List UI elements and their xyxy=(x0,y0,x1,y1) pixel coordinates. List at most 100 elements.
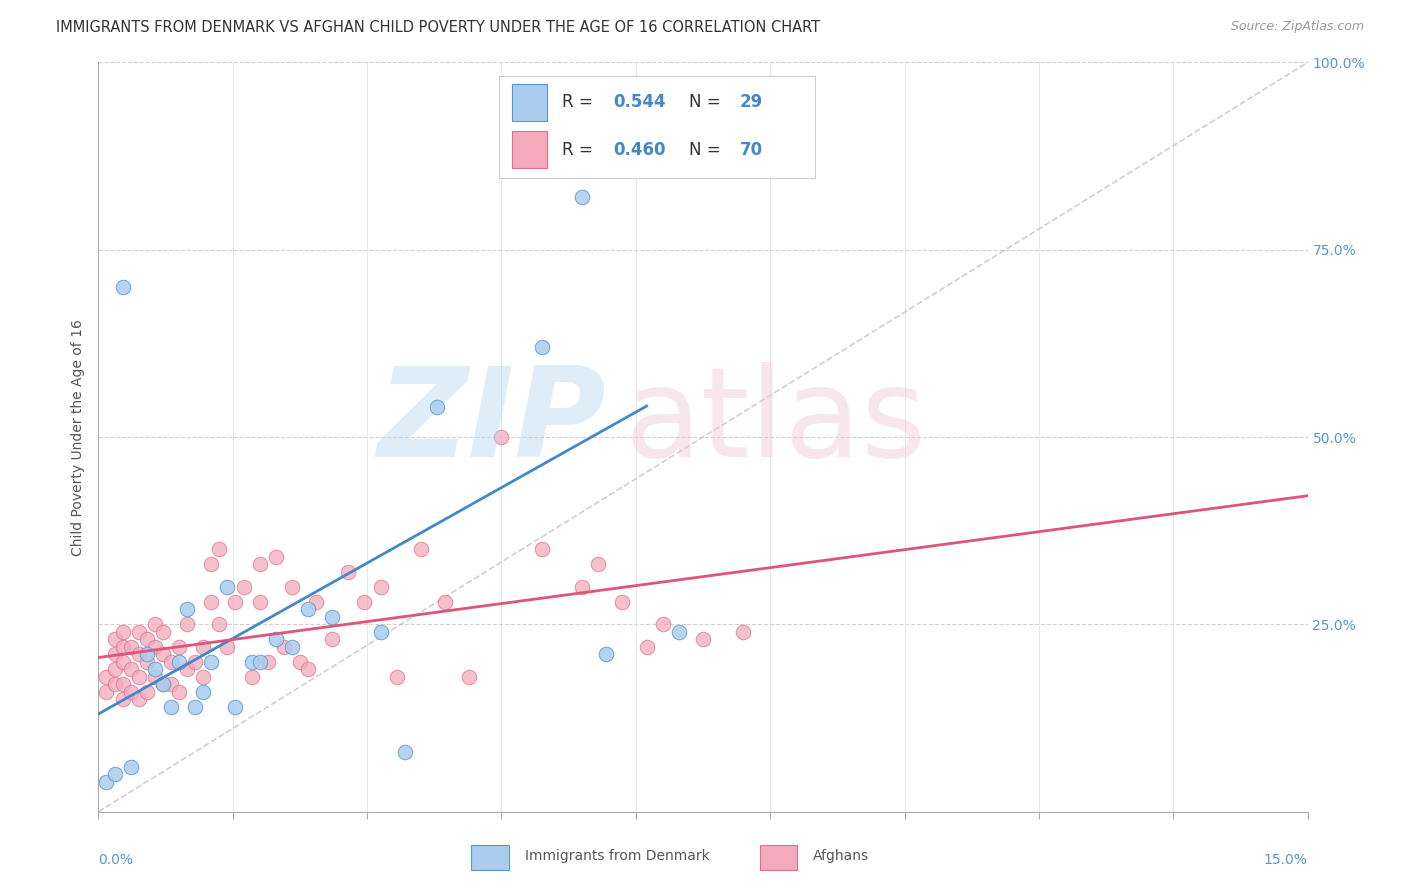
Text: IMMIGRANTS FROM DENMARK VS AFGHAN CHILD POVERTY UNDER THE AGE OF 16 CORRELATION : IMMIGRANTS FROM DENMARK VS AFGHAN CHILD … xyxy=(56,20,820,35)
Text: Afghans: Afghans xyxy=(813,849,869,863)
Point xyxy=(167,640,190,654)
Point xyxy=(143,662,166,676)
Text: N =: N = xyxy=(689,141,725,159)
Point xyxy=(96,670,118,684)
Point xyxy=(297,602,319,616)
Point xyxy=(135,648,157,662)
Point xyxy=(200,655,222,669)
Point xyxy=(143,617,166,632)
Point xyxy=(321,610,343,624)
Point xyxy=(281,580,304,594)
Point xyxy=(208,617,231,632)
Point xyxy=(240,655,263,669)
Point xyxy=(217,640,239,654)
FancyBboxPatch shape xyxy=(512,131,547,168)
Text: R =: R = xyxy=(562,141,599,159)
Point xyxy=(733,624,755,639)
Point xyxy=(167,685,190,699)
Point xyxy=(305,595,328,609)
Point xyxy=(409,542,432,557)
Point xyxy=(152,677,174,691)
Point xyxy=(143,670,166,684)
Text: 29: 29 xyxy=(740,94,763,112)
Point xyxy=(426,400,449,414)
Point xyxy=(120,760,142,774)
Point xyxy=(337,565,360,579)
Point xyxy=(160,677,183,691)
Point xyxy=(297,662,319,676)
Text: 0.544: 0.544 xyxy=(613,94,665,112)
Text: R =: R = xyxy=(562,94,599,112)
Point xyxy=(176,602,198,616)
Point xyxy=(256,655,278,669)
Y-axis label: Child Poverty Under the Age of 16: Child Poverty Under the Age of 16 xyxy=(72,318,86,556)
Text: N =: N = xyxy=(689,94,725,112)
Point xyxy=(184,655,207,669)
Point xyxy=(264,549,287,564)
Point xyxy=(273,640,295,654)
Point xyxy=(111,692,134,706)
Point xyxy=(103,632,125,647)
Point xyxy=(103,662,125,676)
Point xyxy=(668,624,690,639)
Point xyxy=(111,624,134,639)
Point xyxy=(208,542,231,557)
Point xyxy=(160,655,183,669)
Point xyxy=(571,580,593,594)
Point xyxy=(200,558,222,572)
Point xyxy=(152,648,174,662)
FancyBboxPatch shape xyxy=(759,846,797,870)
Point xyxy=(120,662,142,676)
Point xyxy=(167,655,190,669)
Point xyxy=(111,640,134,654)
Point xyxy=(264,632,287,647)
Point xyxy=(128,624,150,639)
Point xyxy=(176,662,198,676)
Point xyxy=(530,340,553,354)
Point xyxy=(152,624,174,639)
Point xyxy=(586,558,609,572)
Point xyxy=(193,685,215,699)
Text: 70: 70 xyxy=(740,141,762,159)
Point xyxy=(571,190,593,204)
Point xyxy=(224,595,246,609)
Point xyxy=(434,595,457,609)
Point xyxy=(160,699,183,714)
Point xyxy=(385,670,408,684)
Point xyxy=(394,745,416,759)
Point xyxy=(193,640,215,654)
Point xyxy=(184,699,207,714)
Point xyxy=(612,595,634,609)
Text: Source: ZipAtlas.com: Source: ZipAtlas.com xyxy=(1230,20,1364,33)
Point xyxy=(143,640,166,654)
Point xyxy=(120,685,142,699)
Point xyxy=(353,595,375,609)
Point xyxy=(135,655,157,669)
Point xyxy=(135,685,157,699)
Point xyxy=(651,617,673,632)
Point xyxy=(217,580,239,594)
Point xyxy=(111,677,134,691)
Point xyxy=(111,280,134,294)
Point xyxy=(96,774,118,789)
Point xyxy=(595,648,617,662)
Point xyxy=(692,632,714,647)
Point xyxy=(135,632,157,647)
Text: atlas: atlas xyxy=(624,361,927,483)
Text: ZIP: ZIP xyxy=(378,361,606,483)
Point xyxy=(128,648,150,662)
Point xyxy=(232,580,254,594)
Point xyxy=(111,655,134,669)
Point xyxy=(103,677,125,691)
Point xyxy=(224,699,246,714)
Point xyxy=(120,640,142,654)
Point xyxy=(128,692,150,706)
Point xyxy=(370,580,392,594)
Point xyxy=(288,655,311,669)
Point xyxy=(249,558,271,572)
Point xyxy=(636,93,658,107)
Point xyxy=(152,677,174,691)
Point xyxy=(103,648,125,662)
Text: 15.0%: 15.0% xyxy=(1264,853,1308,867)
Point xyxy=(128,670,150,684)
